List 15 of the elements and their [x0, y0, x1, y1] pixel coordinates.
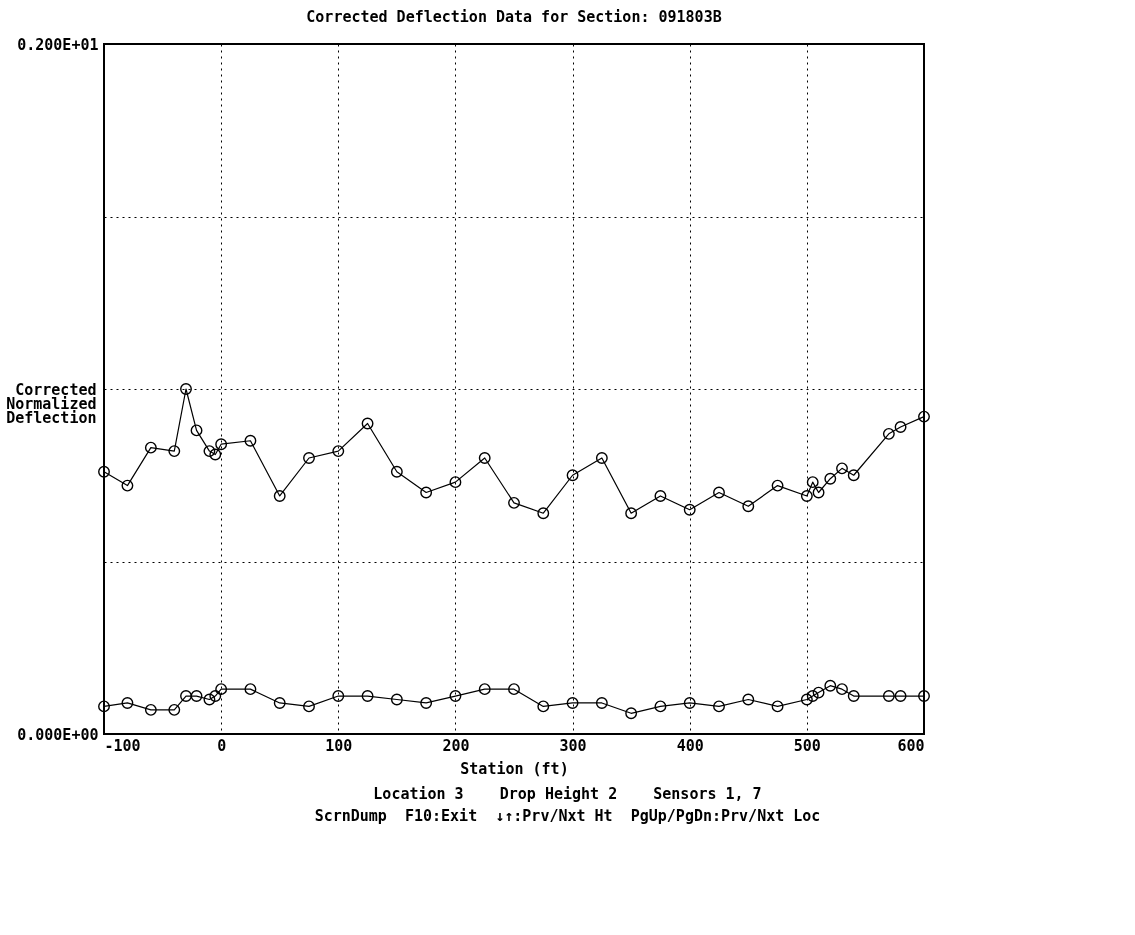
x-tick-label: 200 — [442, 736, 470, 755]
y-tick-label: 0.000E+00 — [17, 725, 99, 744]
x-axis-title: Station (ft) — [460, 759, 569, 778]
x-tick-label: -100 — [104, 736, 141, 755]
x-tick-label: 300 — [559, 736, 587, 755]
x-tick-label: 100 — [325, 736, 353, 755]
text: ScrnDump F10:Exit ↓↑:Prv/Nxt Ht PgUp/PgDn:Prv/Nxt Loc — [313, 807, 822, 825]
x-tick-label: 400 — [676, 736, 704, 755]
x-tick-label: 500 — [793, 736, 821, 755]
chart-title: Corrected Deflection Data for Section: 091803B — [306, 8, 722, 26]
x-tick-label: 600 — [897, 736, 925, 755]
x-tick-label: 0 — [217, 736, 227, 755]
y-tick-label: 0.200E+01 — [17, 35, 99, 54]
y-axis-title: Corrected Normalized Deflection — [6, 380, 97, 427]
text: Location 3 Drop Height 2 Sensors 1, 7 — [372, 785, 763, 803]
